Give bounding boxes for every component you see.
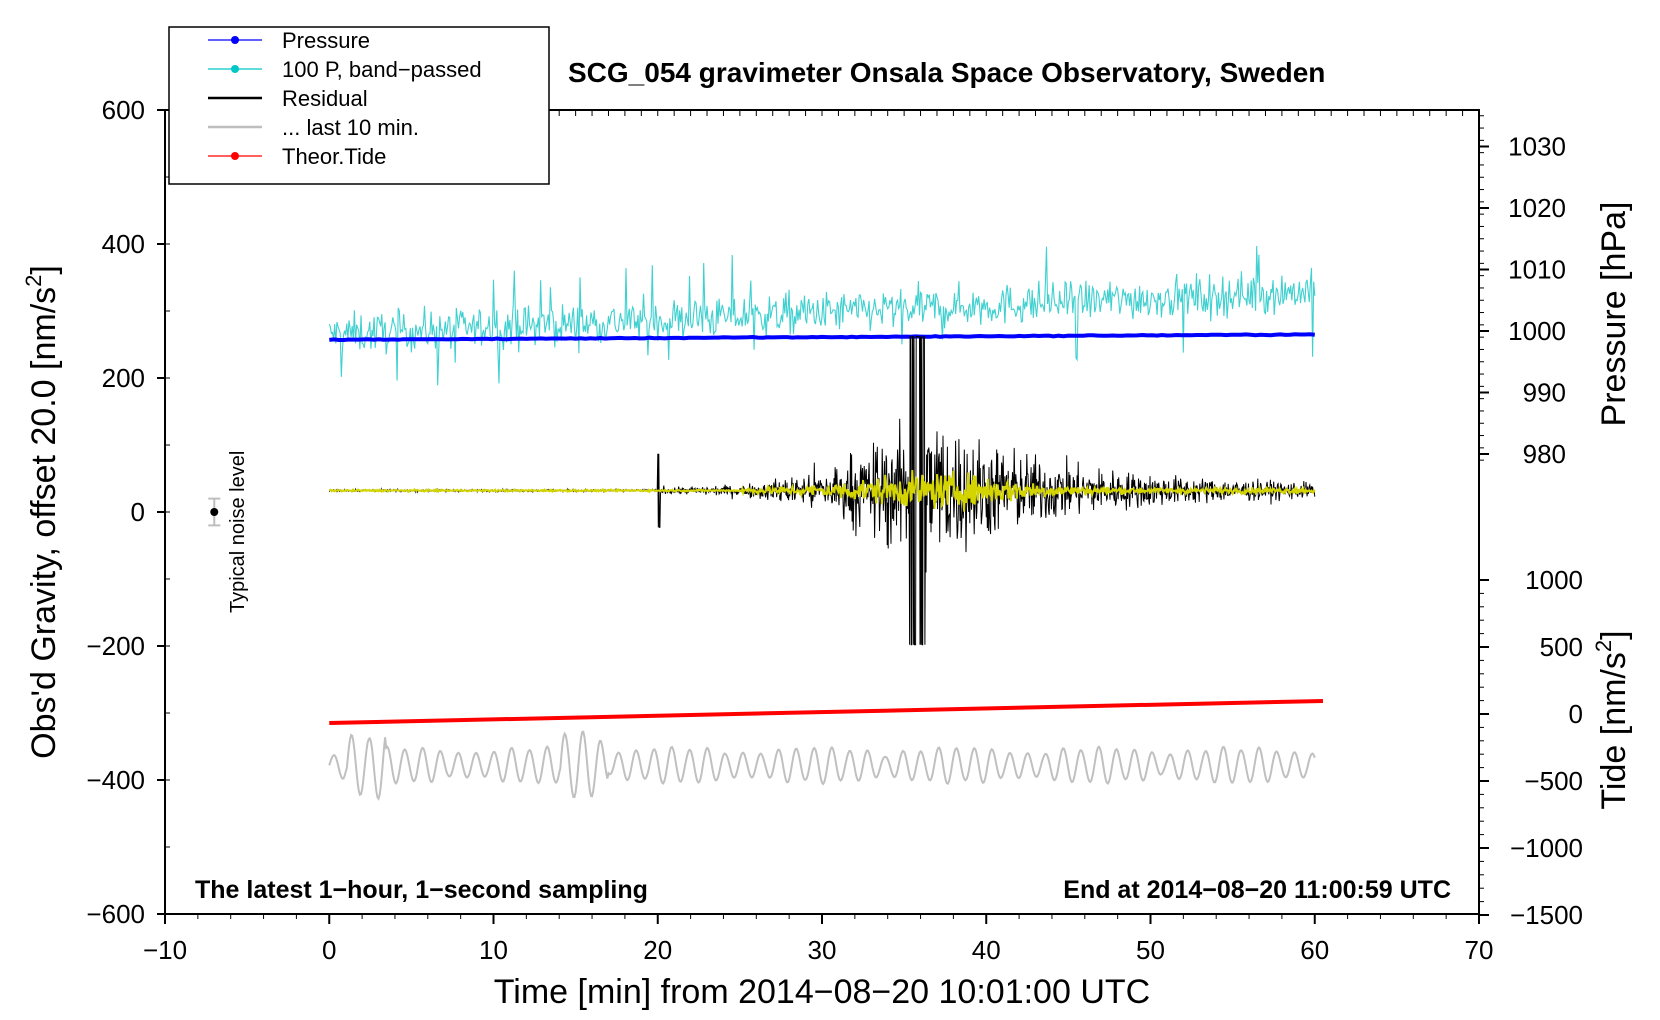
legend-label: ... last 10 min. xyxy=(282,115,419,140)
legend-label: Residual xyxy=(282,86,368,111)
tide-tick-label: 500 xyxy=(1540,632,1583,662)
y-axis-label-end: ] xyxy=(25,265,63,274)
legend-marker xyxy=(231,65,239,73)
pressure-tick-label: 980 xyxy=(1523,439,1566,469)
legend-label: Pressure xyxy=(282,28,370,53)
series-layer xyxy=(328,245,1324,801)
tide-tick-label: −1500 xyxy=(1510,900,1583,930)
note-right: End at 2014−08−20 11:00:59 UTC xyxy=(1063,876,1451,904)
note-left: The latest 1−hour, 1−second sampling xyxy=(195,876,648,904)
tide-tick-label: 1000 xyxy=(1525,565,1583,595)
tide-tick-label: 0 xyxy=(1569,699,1583,729)
y-tick-label: −200 xyxy=(86,631,145,661)
pressure-tick-label: 1030 xyxy=(1508,132,1566,162)
x-tick-label: −10 xyxy=(143,935,187,965)
y-tick-label: −600 xyxy=(86,899,145,929)
tide-tick-label: −500 xyxy=(1524,766,1583,796)
x-tick-label: 30 xyxy=(808,935,837,965)
noise-point xyxy=(210,508,219,516)
tide-axis-label-sup: 2 xyxy=(1591,640,1616,652)
legend-marker xyxy=(231,152,239,160)
pressure-axis-label: Pressure [hPa] xyxy=(1595,202,1633,427)
pressure-tick-label: 1000 xyxy=(1508,316,1566,346)
x-tick-label: 50 xyxy=(1136,935,1165,965)
x-tick-label: 40 xyxy=(972,935,1001,965)
pressure-axis-ticks: 1030 1020 1010 1000 990 980 xyxy=(1479,115,1566,469)
legend: Pressure 100 P, band−passed Residual ... la… xyxy=(168,26,550,185)
x-tick-label: 60 xyxy=(1300,935,1329,965)
series-theor-tide-line xyxy=(329,698,1324,726)
series-residual-smoothed-line xyxy=(328,470,1316,512)
pressure-tick-label: 1020 xyxy=(1508,193,1566,223)
x-tick-label: 20 xyxy=(643,935,672,965)
tide-axis-label-main: Tide [nm/s xyxy=(1595,652,1633,809)
noise-label: Typical noise level xyxy=(227,451,249,613)
tide-axis-label-end: ] xyxy=(1595,630,1633,639)
tide-tick-label: −1000 xyxy=(1510,833,1583,863)
x-axis-label: Time [min] from 2014−08−20 10:01:00 UTC xyxy=(494,973,1150,1011)
y-tick-label: 0 xyxy=(131,497,145,527)
series-last-10-min-line xyxy=(328,730,1316,801)
pressure-tick-label: 1010 xyxy=(1508,255,1566,285)
y-tick-label: 200 xyxy=(102,363,145,393)
series-bandpassed-pressure-line xyxy=(328,245,1316,386)
y-tick-label: 600 xyxy=(102,95,145,125)
x-tick-label: 10 xyxy=(479,935,508,965)
x-axis-ticks: −10 0 10 20 30 40 50 60 70 xyxy=(143,914,1494,965)
series-pressure-line xyxy=(329,332,1315,342)
y-axis-label-main: Obs'd Gravity, offset 20.0 [nm/s xyxy=(25,287,63,759)
x-tick-label: 70 xyxy=(1465,935,1494,965)
legend-label: Theor.Tide xyxy=(282,144,386,169)
y-axis-label-sup: 2 xyxy=(21,275,46,287)
pressure-tick-label: 990 xyxy=(1523,378,1566,408)
chart-title: SCG_054 gravimeter Onsala Space Observat… xyxy=(568,57,1325,88)
tide-axis-ticks: 1000 500 0 −500 −1000 −1500 xyxy=(1479,565,1583,930)
legend-label: 100 P, band−passed xyxy=(282,57,482,82)
y-tick-label: −400 xyxy=(86,765,145,795)
noise-indicator: Typical noise level xyxy=(208,451,249,613)
tide-axis-label: Tide [nm/s2] xyxy=(1591,630,1633,809)
x-tick-label: 0 xyxy=(322,935,336,965)
y-tick-label: 400 xyxy=(102,229,145,259)
legend-marker xyxy=(231,36,239,44)
y-axis-label: Obs'd Gravity, offset 20.0 [nm/s2] xyxy=(21,265,63,759)
y-axis-ticks: 600 400 200 0 −200 −400 −600 xyxy=(86,95,170,929)
